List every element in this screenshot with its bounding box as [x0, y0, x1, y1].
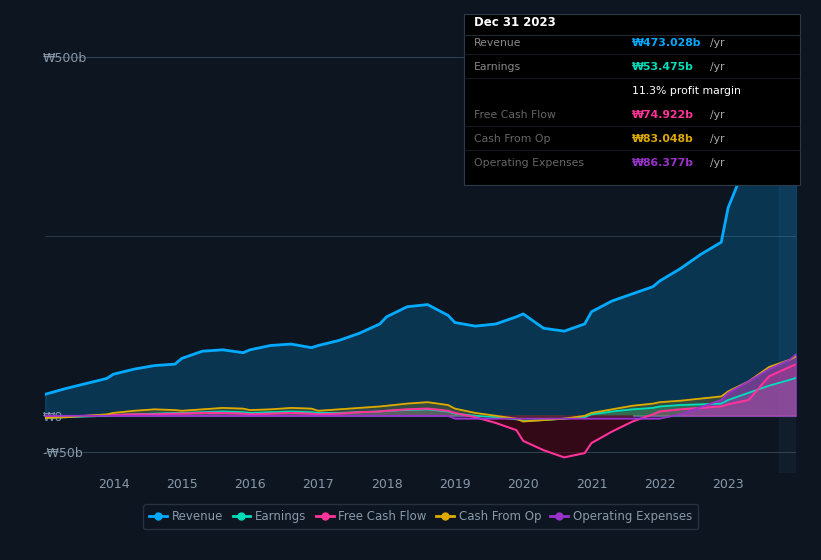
Text: /yr: /yr — [710, 158, 725, 169]
Text: /yr: /yr — [710, 134, 725, 144]
Text: Cash From Op: Cash From Op — [474, 134, 550, 144]
Bar — [779, 14, 796, 473]
Text: /yr: /yr — [710, 62, 725, 72]
Text: Earnings: Earnings — [474, 62, 521, 72]
Text: Revenue: Revenue — [474, 38, 521, 48]
Text: /yr: /yr — [710, 110, 725, 120]
Text: Dec 31 2023: Dec 31 2023 — [474, 16, 556, 29]
Text: ₩473.028b: ₩473.028b — [632, 38, 702, 48]
Text: ₩83.048b: ₩83.048b — [632, 134, 694, 144]
Text: Operating Expenses: Operating Expenses — [474, 158, 584, 169]
Text: ₩74.922b: ₩74.922b — [632, 110, 695, 120]
Legend: Revenue, Earnings, Free Cash Flow, Cash From Op, Operating Expenses: Revenue, Earnings, Free Cash Flow, Cash … — [144, 505, 698, 529]
Text: 11.3% profit margin: 11.3% profit margin — [632, 86, 741, 96]
Text: ₩53.475b: ₩53.475b — [632, 62, 694, 72]
Text: ₩86.377b: ₩86.377b — [632, 158, 695, 169]
Text: Free Cash Flow: Free Cash Flow — [474, 110, 556, 120]
Text: /yr: /yr — [710, 38, 725, 48]
